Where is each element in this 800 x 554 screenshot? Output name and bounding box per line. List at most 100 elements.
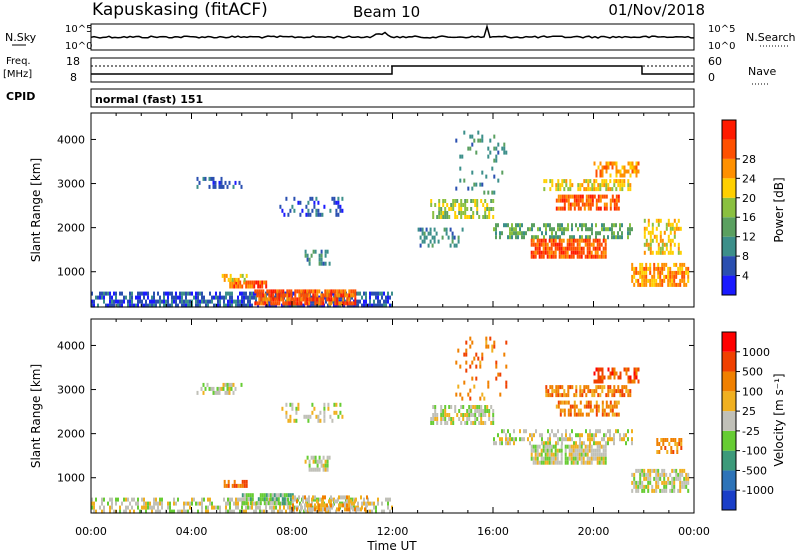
scatter-cell [541, 433, 543, 438]
scatter-cell [267, 501, 270, 506]
scatter-cell [551, 231, 553, 236]
scatter-cell [275, 505, 277, 510]
scatter-cell [283, 497, 286, 502]
scatter-cell [258, 301, 261, 306]
scatter-cell [501, 437, 503, 442]
scatter-cell [523, 235, 525, 240]
scatter-cell [235, 299, 237, 304]
scatter-cell [312, 467, 315, 472]
scatter-cell [575, 404, 578, 409]
scatter-cell [326, 507, 328, 512]
scatter-cell [589, 429, 591, 434]
scatter-cell [93, 509, 95, 514]
scatter-cell [546, 444, 549, 449]
scatter-cell [475, 364, 478, 369]
scatter-cell [575, 194, 578, 199]
scatter-cell [538, 452, 541, 457]
scatter-cell [348, 293, 351, 298]
scatter-cell [480, 405, 483, 409]
scatter-cell [223, 273, 226, 278]
scatter-cell [286, 301, 289, 306]
scatter-cell [286, 289, 289, 294]
scatter-cell [572, 460, 575, 465]
scatter-cell [511, 231, 513, 236]
scatter-cell [588, 444, 591, 449]
scatter-cell [235, 277, 238, 282]
scatter-cell [653, 278, 656, 283]
scatter-cell [645, 278, 648, 283]
scatter-cell [579, 385, 582, 390]
scatter-cell [592, 456, 595, 461]
scatter-cell [261, 280, 264, 285]
scatter-cell [673, 242, 676, 247]
scatter-cell [284, 293, 287, 298]
scatter-cell [330, 499, 332, 504]
scatter-cell [285, 303, 287, 308]
scatter-cell [564, 452, 567, 457]
scatter-cell [476, 409, 479, 413]
scatter-cell [199, 501, 201, 506]
scatter-cell [488, 413, 491, 417]
scatter-cell [275, 303, 277, 308]
scatter-cell [289, 402, 292, 407]
scatter-cell [631, 488, 634, 493]
scatter-cell [621, 165, 624, 170]
scatter-cell [308, 261, 311, 266]
scatter-cell [579, 206, 582, 211]
scatter-cell [211, 501, 213, 506]
scatter-cell [308, 463, 311, 468]
scatter-cell [430, 417, 433, 421]
scatter-cell [269, 497, 272, 502]
scatter-cell [659, 246, 662, 251]
scatter-cell [533, 223, 535, 228]
scatter-cell [352, 507, 354, 512]
scatter-cell [270, 301, 273, 306]
scatter-cell [245, 483, 248, 488]
scatter-cell [219, 299, 221, 304]
scatter-cell [289, 303, 291, 308]
scatter-cell [309, 509, 311, 514]
scatter-cell [667, 480, 670, 485]
scatter-cell [607, 429, 609, 434]
scatter-cell [457, 235, 460, 240]
scatter-cell [653, 282, 656, 287]
velocity-colorbar-frame [721, 331, 737, 511]
scatter-cell [565, 198, 568, 203]
power-cells [91, 130, 690, 308]
scatter-cell [505, 364, 508, 369]
scatter-cell [169, 501, 171, 506]
scatter-cell [597, 441, 599, 446]
scatter-cell [619, 173, 622, 178]
scatter-cell [223, 497, 225, 502]
scatter-cell [302, 293, 305, 298]
scatter-cell [559, 206, 562, 211]
scatter-cell [583, 179, 586, 184]
scatter-cell [181, 509, 183, 514]
scatter-cell [558, 246, 561, 251]
scatter-cell [677, 488, 680, 493]
scatter-cell [555, 231, 557, 236]
scatter-cell [574, 238, 577, 243]
scatter-cell [225, 509, 227, 514]
scatter-cell [471, 186, 474, 191]
scatter-cell [243, 295, 245, 300]
scatter-cell [438, 211, 441, 215]
scatter-cell [435, 231, 438, 236]
scatter-cell [115, 299, 117, 304]
scatter-cell [300, 297, 303, 302]
scatter-cell [627, 187, 630, 192]
scatter-cell [598, 444, 601, 449]
scatter-cell [277, 509, 279, 514]
scatter-cell [227, 479, 230, 484]
scatter-cell [493, 146, 496, 151]
scatter-cell [659, 238, 662, 243]
scatter-cell [567, 389, 570, 394]
scatter-cell [588, 238, 591, 243]
scatter-cell [586, 444, 589, 449]
scatter-cell [593, 437, 595, 442]
scatter-cell [603, 375, 606, 380]
scatter-cell [621, 173, 624, 178]
scatter-cell [543, 223, 545, 228]
scatter-cell [577, 408, 580, 413]
scatter-cell [540, 460, 543, 465]
